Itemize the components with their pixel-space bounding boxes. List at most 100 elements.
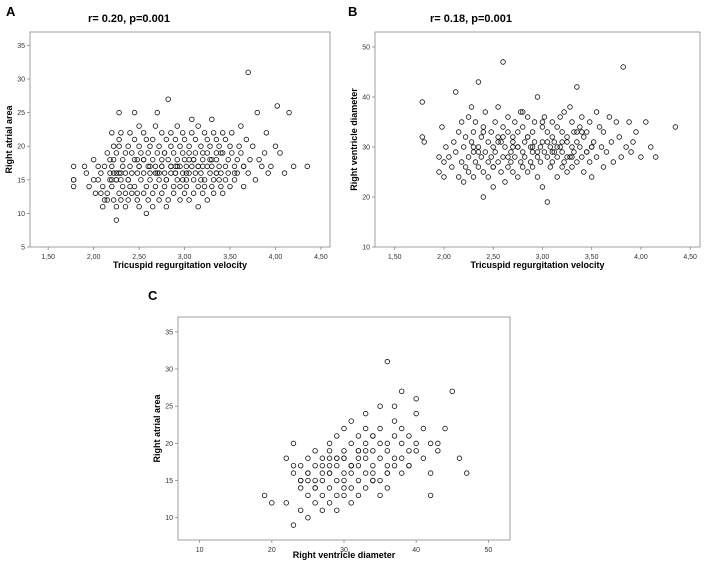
panel-c-point bbox=[312, 500, 318, 506]
panel-c-point bbox=[384, 462, 391, 469]
panel-a-y-tick-label: 30 bbox=[17, 77, 25, 84]
panel-b-x-tick-label: 4,00 bbox=[634, 254, 648, 261]
panel-b-point bbox=[449, 164, 455, 170]
panel-a-point bbox=[216, 177, 222, 183]
panel-b-point bbox=[537, 144, 544, 150]
panel-b-point bbox=[472, 119, 479, 125]
panel-c-point bbox=[297, 477, 304, 484]
panel-a-point bbox=[145, 197, 151, 203]
panel-a-point bbox=[116, 170, 122, 176]
panel-a-point bbox=[227, 183, 233, 190]
panel-b-point bbox=[490, 144, 496, 150]
panel-c-point bbox=[348, 418, 354, 424]
panel-a-point bbox=[83, 170, 90, 176]
panel-b-point bbox=[648, 144, 654, 150]
panel-a-point bbox=[136, 123, 142, 129]
panel-b-point bbox=[564, 154, 570, 160]
panel-a-point bbox=[177, 163, 183, 170]
panel-b-y-tick-label: 30 bbox=[362, 145, 370, 152]
panel-a-point bbox=[263, 130, 270, 136]
panel-a-point bbox=[209, 163, 215, 170]
panel-b-point bbox=[512, 154, 518, 160]
panel-b-point bbox=[559, 139, 565, 145]
panel-a-point bbox=[159, 130, 165, 136]
panel-b-point bbox=[505, 154, 511, 160]
panel-b-point bbox=[571, 149, 577, 155]
panel-a-point bbox=[243, 136, 250, 143]
panel-a-point bbox=[192, 136, 199, 143]
panel-a-x-axis-label: Tricuspid regurgitation velocity bbox=[113, 260, 247, 270]
panel-a-point bbox=[122, 150, 129, 156]
panel-a-point bbox=[186, 170, 192, 176]
panel-b-point bbox=[539, 184, 546, 190]
panel-a-point bbox=[163, 177, 170, 183]
panel-b-y-axis-label: Right ventricle diameter bbox=[349, 88, 359, 191]
panel-a-point bbox=[220, 150, 226, 156]
panel-c-y-tick-label: 25 bbox=[165, 404, 173, 411]
panel-a-point bbox=[152, 123, 159, 129]
panel-a-point bbox=[304, 163, 310, 170]
panel-c-point bbox=[305, 492, 311, 499]
panel-a-point bbox=[234, 170, 240, 176]
panel-a-point bbox=[207, 156, 213, 163]
panel-b-point bbox=[518, 159, 524, 165]
panel-b-point bbox=[569, 164, 575, 170]
panel-a-point bbox=[183, 163, 190, 170]
panel-a-point bbox=[150, 156, 156, 163]
panel-b-point bbox=[498, 169, 504, 175]
panel-b-x-tick-label: 3,50 bbox=[585, 254, 599, 261]
panel-c-point bbox=[348, 440, 354, 447]
panel-a-point bbox=[86, 183, 92, 190]
panel-b-point bbox=[512, 119, 518, 125]
panel-a-point bbox=[186, 197, 192, 203]
panel-c-point bbox=[391, 418, 398, 424]
panel-b-x-tick-label: 2,00 bbox=[437, 254, 451, 261]
panel-a-letter: A bbox=[6, 4, 16, 19]
panel-a-point bbox=[118, 130, 124, 136]
panel-b-point bbox=[603, 149, 610, 155]
panel-c-point bbox=[319, 470, 326, 476]
panel-a-y-tick-label: 15 bbox=[17, 177, 25, 184]
panel-b-point bbox=[482, 109, 489, 115]
panel-b-point bbox=[672, 124, 679, 130]
panel-a-point bbox=[70, 183, 77, 190]
panel-b-point bbox=[520, 124, 526, 130]
panel-c-point bbox=[362, 455, 369, 461]
panel-b-point bbox=[441, 174, 447, 180]
panel-c-point bbox=[377, 440, 383, 447]
panel-b-point bbox=[446, 154, 452, 160]
panel-c-point bbox=[355, 455, 362, 461]
panel-a-point bbox=[107, 170, 113, 176]
panel-b-x-tick-label: 1,50 bbox=[388, 254, 402, 261]
panel-c-point bbox=[370, 477, 376, 484]
panel-a-point bbox=[222, 163, 229, 170]
panel-b-point bbox=[529, 164, 536, 170]
panel-b-point bbox=[470, 144, 477, 150]
panel-c-y-tick-label: 35 bbox=[165, 329, 173, 336]
panel-a-point bbox=[81, 163, 88, 170]
panel-c-point bbox=[442, 425, 448, 432]
panel-a-point bbox=[256, 156, 262, 163]
panel-a-point bbox=[154, 109, 160, 116]
panel-a-point bbox=[70, 177, 77, 183]
panel-a-point bbox=[210, 130, 217, 136]
panel-a-point bbox=[201, 183, 208, 190]
panel-b-point bbox=[529, 144, 536, 150]
panel-b-annotation: r= 0.18, p=0.001 bbox=[430, 13, 512, 25]
panel-a-point bbox=[227, 143, 233, 149]
panel-c-letter: C bbox=[148, 288, 158, 303]
panel-a-point bbox=[127, 130, 133, 136]
panel-c-x-tick-label: 20 bbox=[268, 547, 276, 554]
panel-a-point bbox=[125, 177, 131, 183]
panel-b-point bbox=[462, 164, 469, 170]
panel-a-point bbox=[195, 123, 201, 129]
panel-b-point bbox=[488, 154, 494, 160]
panel-c-point bbox=[334, 477, 340, 484]
panel-b-point bbox=[534, 94, 541, 100]
panel-b-point bbox=[480, 129, 487, 135]
panel-a-point bbox=[180, 130, 186, 136]
panel-c-point bbox=[377, 425, 383, 432]
panel-b-point bbox=[485, 139, 491, 145]
